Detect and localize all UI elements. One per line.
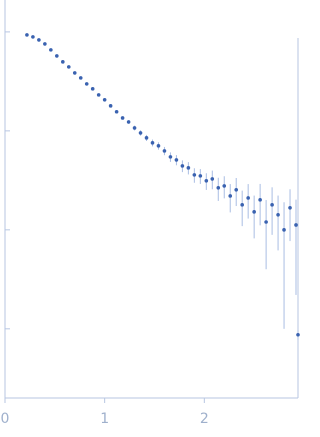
point [126,120,131,124]
point [252,210,256,214]
point [102,98,107,102]
point [138,131,143,135]
point [258,198,262,202]
point [72,71,77,75]
point [66,65,71,69]
point [264,220,268,224]
chart: 0 1 2 [1,0,300,427]
point [228,194,233,198]
point [216,185,221,190]
point [270,203,274,207]
point [296,333,300,337]
point [55,54,59,58]
point [282,228,286,232]
point [120,116,125,120]
point [288,205,292,210]
point [132,126,137,130]
x-tick-label: 0 [1,411,10,427]
point [276,212,280,217]
point [198,174,203,178]
point [234,187,239,192]
point [192,173,197,177]
point [90,87,95,91]
point [43,42,47,46]
point [240,203,244,207]
point [294,223,298,227]
point [180,164,185,168]
point [186,166,191,170]
x-tick-label: 2 [200,411,209,427]
point [31,35,35,39]
point [96,93,101,97]
point [210,177,215,181]
point [156,144,161,148]
point [168,155,173,159]
point [204,178,209,183]
point [174,158,179,162]
point [144,136,149,140]
point [49,48,53,52]
point [108,104,113,108]
point [246,196,250,200]
point [25,33,29,37]
point [78,76,83,80]
point [37,38,41,42]
point [222,184,227,188]
point [61,60,65,64]
point [150,141,155,145]
point [162,149,167,153]
point [84,82,89,86]
point [114,109,119,114]
x-tick-label: 1 [100,411,109,427]
